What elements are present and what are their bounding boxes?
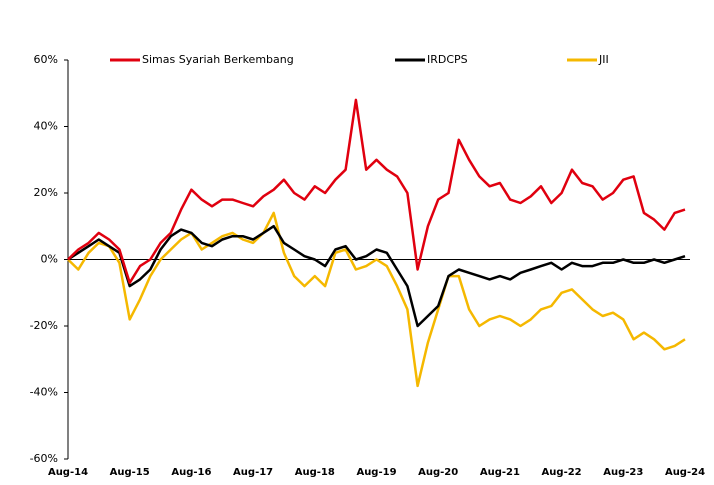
series-line <box>67 98 686 285</box>
x-tick-label: Aug-18 <box>295 467 335 478</box>
x-tick-label: Aug-16 <box>171 467 211 478</box>
x-tick-label: Aug-21 <box>480 467 520 478</box>
x-tick-label: Aug-20 <box>418 467 458 478</box>
x-tick-label: Aug-14 <box>48 467 88 478</box>
series-line <box>67 224 686 328</box>
x-tick-label: Aug-22 <box>542 467 582 478</box>
y-tick-label: -40% <box>30 386 58 399</box>
y-tick-label: 40% <box>34 120 58 133</box>
legend-label: Simas Syariah Berkembang <box>142 53 294 66</box>
x-tick-label: Aug-24 <box>665 467 705 478</box>
x-tick-label: Aug-17 <box>233 467 273 478</box>
x-tick-label: Aug-23 <box>603 467 643 478</box>
x-tick-label: Aug-19 <box>356 467 396 478</box>
y-tick-label: 20% <box>34 186 58 199</box>
legend-label: IRDCPS <box>427 53 468 66</box>
x-tick-label: Aug-15 <box>110 467 150 478</box>
y-tick-label: -60% <box>30 452 58 465</box>
series-line <box>67 211 686 388</box>
legend-label: JII <box>598 53 609 66</box>
y-tick-label: 0% <box>41 253 58 266</box>
y-tick-label: -20% <box>30 319 58 332</box>
y-tick-label: 60% <box>34 53 58 66</box>
